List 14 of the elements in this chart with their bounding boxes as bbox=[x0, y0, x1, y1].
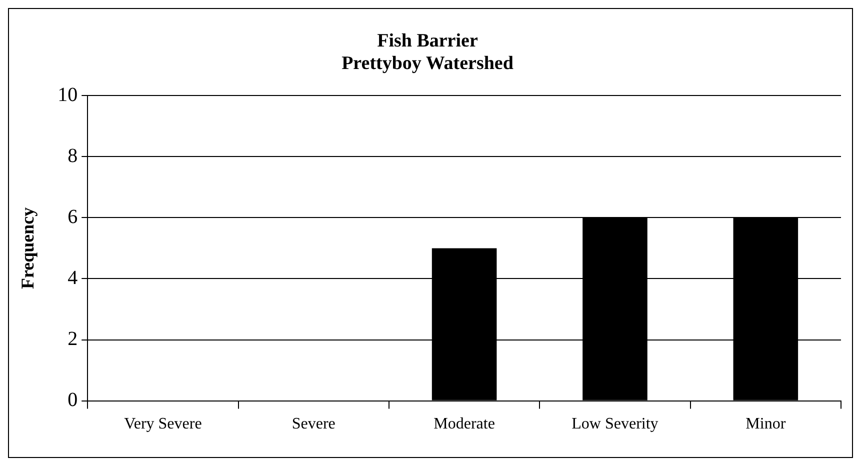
y-tick-label: 10 bbox=[58, 84, 78, 106]
y-axis-title: Frequency bbox=[17, 207, 38, 290]
y-tick-label: 4 bbox=[68, 266, 78, 289]
x-tick-label: Moderate bbox=[434, 416, 495, 433]
y-tick-label: 8 bbox=[68, 144, 78, 167]
y-tick-label: 0 bbox=[68, 389, 78, 412]
chart-subtitle: Prettyboy Watershed bbox=[342, 53, 514, 74]
chart-title: Fish Barrier bbox=[377, 30, 478, 52]
x-tick-label: Minor bbox=[746, 416, 786, 433]
x-tick-label: Very Severe bbox=[124, 416, 202, 433]
y-tick-label: 2 bbox=[68, 328, 78, 350]
x-tick-label: Low Severity bbox=[572, 416, 658, 433]
x-tick-label: Severe bbox=[292, 416, 336, 433]
y-tick-label: 6 bbox=[68, 206, 78, 228]
